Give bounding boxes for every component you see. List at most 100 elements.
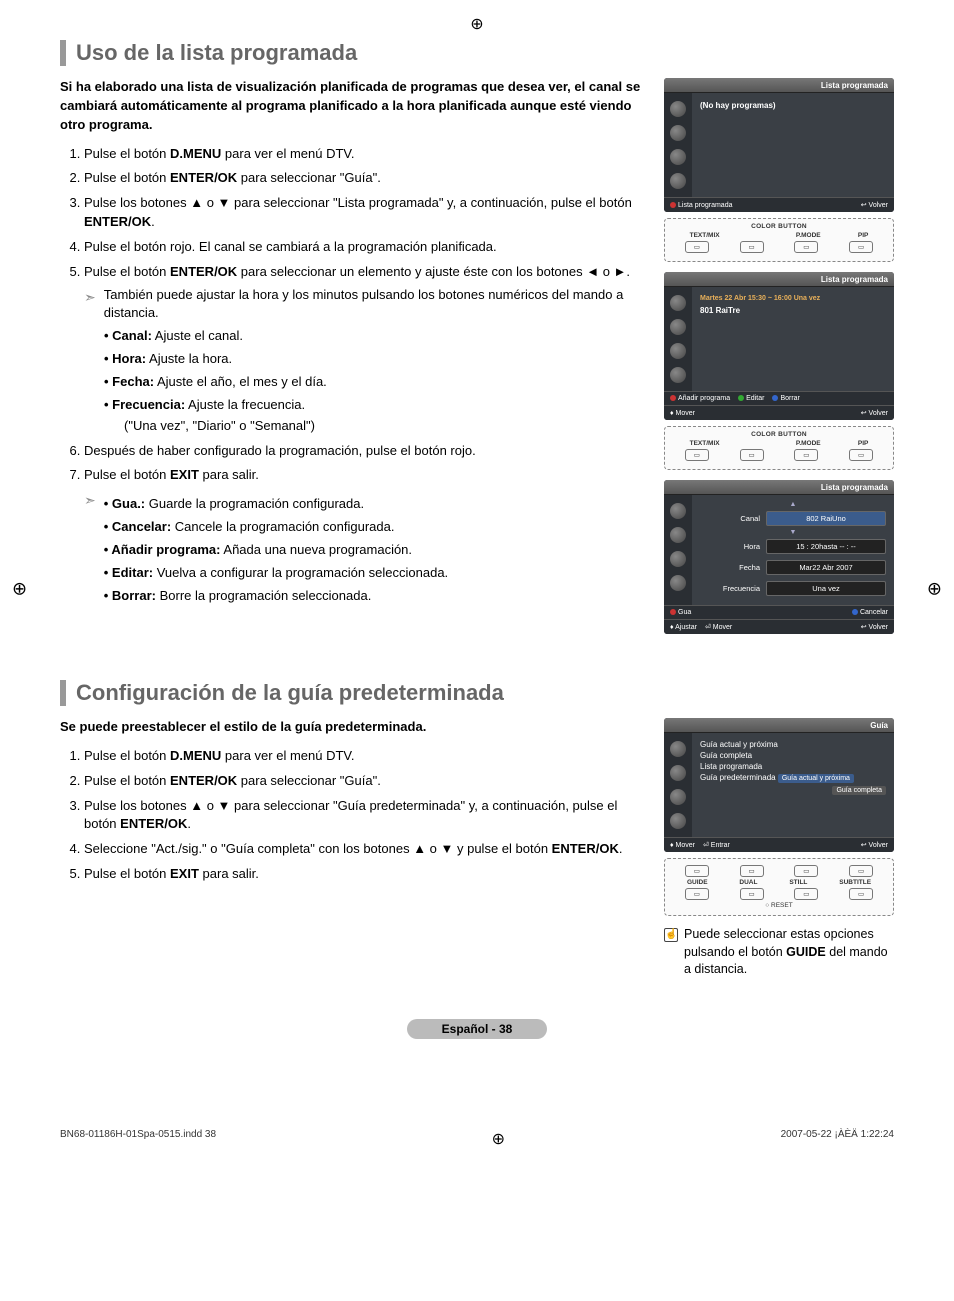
osd-sidebar-icons xyxy=(664,733,692,837)
remote-green-button[interactable]: ▭ xyxy=(740,449,764,461)
value-canal[interactable]: 802 RaiUno xyxy=(766,511,886,526)
remote-color-buttons-2: COLOR BUTTON TEXT/MIX P.MODEPIP ▭▭▭▭ xyxy=(664,426,894,470)
tail-anadir: Añadir programa: Añada una nueva program… xyxy=(104,541,448,560)
s2-step4: Seleccione "Act./sig." o "Guía completa"… xyxy=(84,840,646,859)
note-arrow-icon: ➣ xyxy=(84,287,96,324)
remote-blue-button[interactable]: ▭ xyxy=(849,449,873,461)
label-frecuencia: Frecuencia xyxy=(700,584,760,593)
osd-guide-menu: Guía Guía actual y próxima Guía completa… xyxy=(664,718,894,852)
triangle-up-icon: ▲ xyxy=(700,501,886,508)
osd1-return: Volver xyxy=(869,202,888,209)
remote-green-button[interactable]: ▭ xyxy=(740,241,764,253)
osd1-title: Lista programada xyxy=(664,78,894,93)
osd-empty-list: Lista programada (No hay programas) List… xyxy=(664,78,894,212)
print-registration-right: ⊕ xyxy=(927,579,942,600)
tail-borrar: Borrar: Borre la programación selecciona… xyxy=(104,587,448,606)
selected-now-next: Guía actual y próxima xyxy=(778,774,854,783)
bullet-canal: Canal: Ajuste el canal. xyxy=(104,327,646,346)
section1-osd-column: Lista programada (No hay programas) List… xyxy=(664,78,894,640)
s2-step1: Pulse el botón D.MENU para ver el menú D… xyxy=(84,747,646,766)
value-frecuencia[interactable]: Una vez xyxy=(766,581,886,596)
osd4-move: Mover xyxy=(676,842,695,849)
osd1-empty-msg: (No hay programas) xyxy=(700,99,886,112)
step-5: Pulse el botón ENTER/OK para seleccionar… xyxy=(84,263,646,436)
step5-note: También puede ajustar la hora y los minu… xyxy=(104,286,646,324)
osd2-add: Añadir programa xyxy=(678,395,730,402)
section1-steps: Pulse el botón D.MENU para ver el menú D… xyxy=(60,145,646,486)
osd-sidebar-icons xyxy=(664,287,692,391)
label-fecha: Fecha xyxy=(700,563,760,572)
section2-title: Configuración de la guía predeterminada xyxy=(60,680,894,706)
print-registration-top: ⊕ xyxy=(470,14,483,34)
osd-list-with-entry: Lista programada Martes 22 Abr 15:30 ~ 1… xyxy=(664,272,894,420)
value-fecha[interactable]: Mar22 Abr 2007 xyxy=(766,560,886,575)
menu-item-scheduled-list[interactable]: Lista programada xyxy=(700,761,886,772)
osd-sidebar-icons xyxy=(664,93,692,197)
remote-red-button[interactable]: ▭ xyxy=(685,241,709,253)
s2-step5: Pulse el botón EXIT para salir. xyxy=(84,865,646,884)
osd3-title: Lista programada xyxy=(664,480,894,495)
footer-timestamp: 2007-05-22 ¡ÀÈÄ 1:22:24 xyxy=(781,1129,894,1149)
osd-edit-entry: Lista programada ▲ Canal 802 RaiUno ▼ Ho… xyxy=(664,480,894,634)
menu-item-default-guide[interactable]: Guía predeterminada Guía actual y próxim… xyxy=(700,772,886,784)
triangle-down-icon: ▼ xyxy=(700,529,886,536)
osd1-foot-item: Lista programada xyxy=(678,202,732,209)
osd2-return: Volver xyxy=(869,410,888,417)
submenu-full-guide[interactable]: Guía completa xyxy=(700,784,886,796)
section1-intro: Si ha elaborado una lista de visualizaci… xyxy=(60,78,646,135)
step-3: Pulse los botones ▲ o ▼ para seleccionar… xyxy=(84,194,646,232)
osd2-entry-channel: 801 RaiTre xyxy=(700,304,886,317)
s2-step3: Pulse los botones ▲ o ▼ para seleccionar… xyxy=(84,797,646,835)
tail-editar: Editar: Vuelva a configurar la programac… xyxy=(104,564,448,583)
guide-button-tip: ☝ Puede seleccionar estas opciones pulsa… xyxy=(664,926,894,979)
remote-red-button[interactable]: ▭ xyxy=(685,449,709,461)
step-1: Pulse el botón D.MENU para ver el menú D… xyxy=(84,145,646,164)
osd4-return: Volver xyxy=(869,842,888,849)
tail-gua: Gua.: Guarde la programación configurada… xyxy=(104,495,448,514)
osd2-move: Mover xyxy=(676,410,695,417)
section1-title: Uso de la lista programada xyxy=(60,40,894,66)
section2-text: Se puede preestablecer el estilo de la g… xyxy=(60,718,646,979)
osd2-del: Borrar xyxy=(780,395,799,402)
page-number-badge: Español - 38 xyxy=(407,1019,547,1039)
note-arrow-icon: ➣ xyxy=(84,492,96,609)
section-default-guide: Configuración de la guía predeterminada … xyxy=(60,680,894,979)
step-4: Pulse el botón rojo. El canal se cambiar… xyxy=(84,238,646,257)
bullet-frecuencia: Frecuencia: Ajuste la frecuencia. ("Una … xyxy=(104,396,646,436)
remote-blue-button[interactable]: ▭ xyxy=(849,241,873,253)
tail-cancelar: Cancelar: Cancele la programación config… xyxy=(104,518,448,537)
osd3-return: Volver xyxy=(869,624,888,631)
remote-color-buttons-1: COLOR BUTTON TEXT/MIX P.MODEPIP ▭▭▭▭ xyxy=(664,218,894,262)
osd4-enter: Entrar xyxy=(711,842,730,849)
s2-step2: Pulse el botón ENTER/OK para seleccionar… xyxy=(84,772,646,791)
print-footer: BN68-01186H-01Spa-0515.indd 38 ⊕ 2007-05… xyxy=(60,1129,894,1149)
remote-yellow-button[interactable]: ▭ xyxy=(794,241,818,253)
value-hora[interactable]: 15 : 20hasta -- : -- xyxy=(766,539,886,554)
section2-osd-column: Guía Guía actual y próxima Guía completa… xyxy=(664,718,894,979)
hand-icon: ☝ xyxy=(664,928,678,942)
section-scheduled-list: Uso de la lista programada Si ha elabora… xyxy=(60,40,894,640)
step-6: Después de haber configurado la programa… xyxy=(84,442,646,461)
step-7: Pulse el botón EXIT para salir. xyxy=(84,466,646,485)
footer-filename: BN68-01186H-01Spa-0515.indd 38 xyxy=(60,1129,216,1149)
section1-text: Si ha elaborado una lista de visualizaci… xyxy=(60,78,646,640)
print-registration-bottom: ⊕ xyxy=(492,1129,505,1149)
remote-guide-buttons: ▭▭▭▭ GUIDEDUALSTILLSUBTITLE ▭▭▭▭ ○ RESET xyxy=(664,858,894,916)
osd3-cancel: Cancelar xyxy=(860,609,888,616)
step-2: Pulse el botón ENTER/OK para seleccionar… xyxy=(84,169,646,188)
section2-intro: Se puede preestablecer el estilo de la g… xyxy=(60,718,646,737)
osd2-entry-time: Martes 22 Abr 15:30 ~ 16:00 Una vez xyxy=(700,293,886,304)
osd4-title: Guía xyxy=(664,718,894,733)
label-hora: Hora xyxy=(700,542,760,551)
print-registration-left: ⊕ xyxy=(12,579,27,600)
menu-item-full-guide[interactable]: Guía completa xyxy=(700,750,886,761)
menu-item-now-next[interactable]: Guía actual y próxima xyxy=(700,739,886,750)
label-canal: Canal xyxy=(700,514,760,523)
osd3-move: Mover xyxy=(713,624,732,631)
remote-guide-button[interactable]: ▭ xyxy=(685,888,709,900)
osd3-adjust: Ajustar xyxy=(675,624,697,631)
osd2-edit: Editar xyxy=(746,395,764,402)
bullet-hora: Hora: Ajuste la hora. xyxy=(104,350,646,369)
remote-yellow-button[interactable]: ▭ xyxy=(794,449,818,461)
section2-steps: Pulse el botón D.MENU para ver el menú D… xyxy=(60,747,646,884)
